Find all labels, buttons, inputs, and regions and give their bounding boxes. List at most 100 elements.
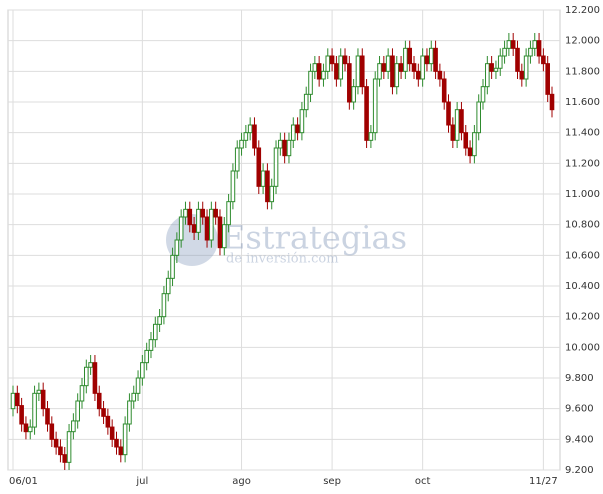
candle-body: [144, 349, 149, 364]
candle-body: [372, 78, 378, 134]
candle-body: [295, 124, 300, 134]
candle-body: [308, 70, 313, 95]
candle-body: [165, 277, 171, 295]
candle-body: [109, 426, 115, 440]
candle-body: [450, 124, 456, 141]
candle-body: [290, 124, 296, 141]
candle-body: [485, 63, 490, 88]
candle-body: [359, 55, 365, 88]
candle-body: [528, 47, 533, 57]
candle-body: [114, 438, 119, 448]
candle-body: [502, 47, 507, 57]
candle-body: [394, 63, 400, 88]
y-tick-label: 9.400: [565, 434, 594, 445]
candle-body: [334, 63, 339, 80]
candle-body: [515, 47, 520, 72]
x-tick-label: 11/27: [529, 476, 558, 487]
candle-body: [127, 400, 132, 425]
x-tick-label: ago: [232, 476, 251, 487]
candle-body: [390, 55, 395, 88]
candle-body: [174, 239, 180, 256]
candle-body: [10, 392, 16, 410]
candle-body: [32, 392, 37, 428]
y-tick-label: 10.200: [565, 312, 600, 323]
candle-body: [459, 109, 464, 134]
candle-body: [411, 63, 417, 72]
candle-body: [148, 339, 154, 351]
candle-body: [493, 67, 499, 72]
candle-body: [519, 70, 525, 80]
candle-body: [506, 40, 512, 49]
candle-body: [252, 124, 257, 149]
candle-body: [178, 216, 184, 241]
candle-body: [221, 224, 227, 249]
candle-body: [351, 86, 356, 103]
x-tick-label: oct: [415, 476, 431, 487]
candle-body: [403, 47, 408, 72]
candle-body: [269, 185, 275, 203]
candle-body: [105, 415, 111, 428]
candle-body: [316, 63, 322, 80]
y-tick-label: 11.000: [565, 189, 600, 200]
candle-body: [75, 400, 80, 422]
candle-body: [437, 70, 443, 80]
candle-body: [256, 147, 262, 187]
candle-body: [40, 389, 46, 410]
candle-body: [489, 63, 494, 72]
candle-body: [157, 316, 162, 325]
candle-body: [278, 139, 283, 149]
candle-body: [364, 86, 369, 141]
candle-body: [454, 109, 460, 141]
candle-body: [191, 224, 197, 233]
candle-body: [385, 55, 391, 72]
candle-body: [467, 147, 473, 157]
candle-body: [217, 216, 223, 249]
watermark-subtitle: de inversión.com: [226, 252, 339, 267]
candle-body: [79, 385, 85, 402]
candle-body: [122, 423, 128, 456]
candle-body: [347, 63, 352, 103]
candle-body: [286, 139, 292, 157]
y-tick-label: 11.600: [565, 97, 600, 108]
candle-body: [303, 93, 309, 111]
candle-body: [472, 132, 477, 157]
candle-body: [420, 55, 425, 80]
candle-body: [476, 101, 481, 134]
candle-body: [321, 70, 326, 80]
candle-body: [355, 55, 361, 88]
candle-body: [36, 389, 42, 394]
candle-body: [407, 47, 413, 65]
candle-body: [209, 208, 214, 241]
candle-body: [58, 446, 63, 456]
candle-body: [398, 63, 404, 72]
candle-body: [329, 55, 335, 65]
candle-body: [342, 55, 348, 65]
y-tick-label: 9.800: [565, 373, 594, 384]
candle-body: [131, 392, 137, 402]
candle-body: [183, 208, 188, 218]
candle-body: [161, 293, 167, 318]
candle-body: [66, 431, 72, 463]
candle-body: [234, 147, 240, 172]
y-tick-label: 12.200: [565, 5, 600, 16]
candle-body: [549, 93, 555, 111]
candle-body: [247, 124, 253, 134]
y-tick-label: 10.600: [565, 250, 600, 261]
candle-body: [416, 70, 421, 80]
candle-body: [536, 40, 542, 57]
candle-body: [19, 405, 24, 425]
candle-body: [200, 208, 206, 218]
candle-body: [239, 139, 244, 149]
candle-body: [243, 132, 249, 141]
candle-body: [84, 366, 89, 387]
y-tick-label: 11.800: [565, 66, 600, 77]
candle-body: [170, 254, 175, 279]
candle-body: [101, 408, 106, 417]
candle-body: [140, 362, 145, 379]
y-tick-label: 10.800: [565, 220, 600, 231]
candle-body: [312, 63, 318, 72]
candle-body: [497, 55, 503, 69]
candle-body: [213, 208, 218, 218]
candle-body: [49, 423, 55, 440]
x-tick-label: 06/01: [9, 476, 38, 487]
